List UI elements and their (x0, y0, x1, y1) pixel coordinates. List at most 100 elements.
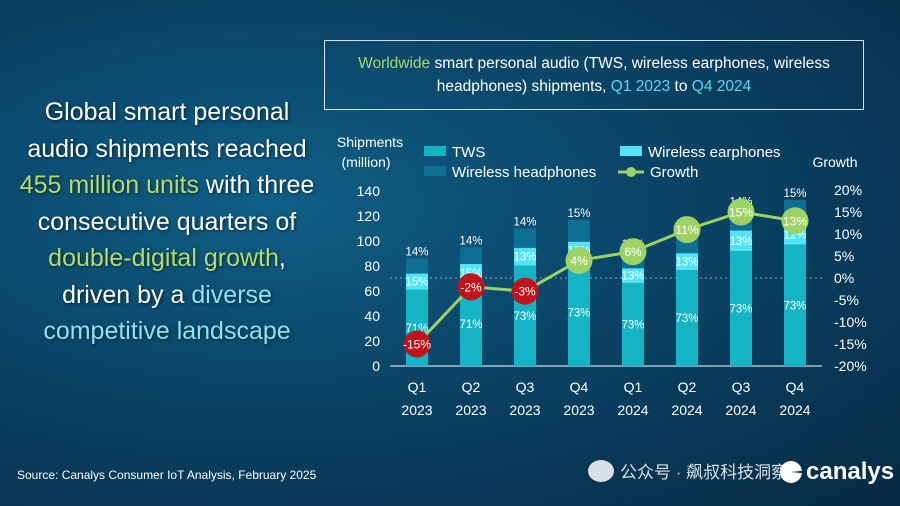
x-tick-year: 2023 (563, 402, 594, 418)
y2-tick-label: 10% (834, 226, 862, 242)
bar-wireless-earphones-label: 15% (405, 277, 428, 289)
x-tick-quarter: Q2 (678, 379, 697, 395)
legend-wireless-earphones-label: Wireless earphones (648, 144, 781, 161)
headline-highlight-units: 455 million units (19, 171, 199, 199)
y2-tick-label: -10% (834, 314, 867, 330)
growth-point (403, 330, 431, 358)
bar-tws (460, 281, 482, 366)
bar-tws (622, 282, 644, 366)
wechat-icon (588, 459, 614, 482)
y2-tick-label: -5% (834, 292, 859, 308)
bar-tws-label: 73% (729, 304, 752, 316)
bar-wireless-headphones-label: 14% (405, 247, 428, 259)
bar-wireless-headphones-label: 15% (783, 188, 806, 200)
x-tick-quarter: Q3 (732, 379, 751, 395)
x-tick-quarter: Q1 (624, 379, 643, 395)
legend-wireless-earphones-swatch (620, 146, 642, 156)
growth-point-label: 11% (675, 223, 698, 237)
bar-wireless-earphones (730, 230, 752, 252)
y2-tick-label: 20% (834, 182, 862, 198)
chart-title-box: Worldwide smart personal audio (TWS, wir… (324, 40, 864, 110)
y2-tick-label: 0% (834, 270, 854, 286)
y-tick-label: 120 (357, 208, 381, 224)
watermark-text: 公众号 · 飙叔科技洞察 (620, 463, 789, 482)
legend-growth-marker (626, 167, 636, 177)
bar-wireless-headphones-label: 14% (513, 217, 536, 229)
bar-wireless-headphones (568, 219, 590, 242)
headline-text-2: with three consecutive quarters of (37, 171, 315, 236)
bar-wireless-earphones-label: 13% (675, 257, 698, 269)
bar-wireless-earphones (622, 268, 644, 283)
x-tick-year: 2024 (671, 402, 702, 418)
x-tick-year: 2024 (725, 402, 756, 418)
growth-point-label: -3% (514, 285, 536, 299)
y2-tick-label: -20% (834, 358, 867, 374)
bar-wireless-headphones (514, 228, 536, 248)
bar-tws-label: 73% (783, 300, 806, 312)
growth-point (781, 207, 809, 235)
headline: Global smart personal audio shipments re… (14, 94, 320, 350)
bar-tws-label: 73% (513, 311, 536, 323)
bar-wireless-earphones (406, 273, 428, 290)
legend-tws-label: TWS (452, 144, 485, 161)
bar-tws-label: 73% (675, 313, 698, 325)
x-tick-quarter: Q4 (570, 379, 589, 395)
y2-tick-label: -15% (834, 336, 867, 352)
y2-tick-label: 15% (834, 204, 862, 220)
legend-growth-label: Growth (650, 164, 698, 181)
growth-point-label: 6% (624, 245, 642, 259)
chart-title-worldwide: Worldwide (358, 55, 431, 72)
bar-wireless-headphones-label: 14% (459, 235, 482, 247)
chart-title: Worldwide smart personal audio (TWS, wir… (337, 52, 851, 98)
growth-point (457, 273, 485, 301)
growth-point (673, 216, 701, 244)
legend-wireless-headphones-swatch (424, 166, 446, 176)
bar-wireless-headphones (406, 258, 428, 274)
growth-point-label: 15% (729, 206, 753, 220)
bar-wireless-headphones (460, 247, 482, 264)
y-tick-label: 100 (357, 233, 381, 249)
bar-wireless-headphones-label: 15% (567, 208, 590, 220)
bar-wireless-earphones-label: 13% (729, 236, 752, 248)
bar-wireless-earphones-label: 13% (513, 252, 536, 264)
bar-tws-label: 71% (459, 319, 482, 331)
chart-title-main: smart personal audio (TWS, wireless earp… (430, 55, 830, 95)
x-tick-year: 2023 (401, 402, 432, 418)
bar-tws (730, 251, 752, 366)
y-tick-label: 40 (364, 308, 380, 324)
x-tick-year: 2024 (617, 402, 648, 418)
x-tick-year: 2024 (779, 402, 810, 418)
y2-tick-label: 5% (834, 248, 854, 264)
y-tick-label: 80 (364, 258, 380, 274)
x-tick-year: 2023 (509, 402, 540, 418)
growth-point (511, 277, 539, 305)
chart-title-start: Q1 2023 (610, 78, 671, 95)
growth-point (565, 246, 593, 274)
y-tick-label: 0 (372, 358, 380, 374)
bar-tws (676, 270, 698, 366)
x-tick-quarter: Q1 (408, 379, 427, 395)
growth-point-label: 13% (783, 214, 807, 228)
growth-point-label: -15% (403, 338, 431, 352)
canalys-logo-icon (780, 461, 802, 483)
x-tick-quarter: Q4 (786, 379, 805, 395)
growth-point (619, 238, 647, 266)
y2-axis-label: Growth (812, 154, 857, 170)
x-tick-quarter: Q3 (516, 379, 535, 395)
headline-text-3: , driven by a (62, 244, 286, 309)
chart-title-to: to (670, 78, 692, 95)
y-tick-label: 20 (364, 333, 380, 349)
bar-tws-label: 73% (621, 319, 644, 331)
y-axis-label-line2: (million) (342, 154, 391, 170)
legend-wireless-headphones-label: Wireless headphones (452, 164, 596, 181)
bar-wireless-earphones-label: 13% (621, 271, 644, 283)
y-axis-label-line1: Shipments (337, 134, 403, 150)
x-tick-quarter: Q2 (462, 379, 481, 395)
growth-point-label: 4% (570, 254, 588, 268)
bar-tws (568, 259, 590, 366)
legend-tws-swatch (424, 146, 446, 156)
source-note: Source: Canalys Consumer IoT Analysis, F… (17, 468, 317, 482)
y-tick-label: 140 (357, 183, 381, 199)
y-tick-label: 60 (364, 283, 380, 299)
bar-wireless-earphones (676, 253, 698, 271)
